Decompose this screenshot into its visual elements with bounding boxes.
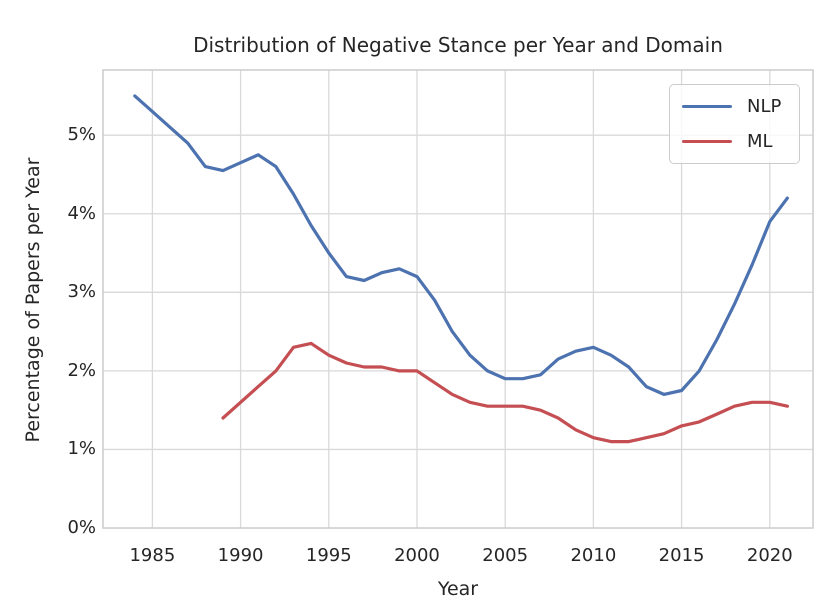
x-tick-label: 2000 bbox=[394, 545, 440, 566]
y-tick-label: 2% bbox=[67, 359, 96, 381]
nlp-line-swatch bbox=[682, 104, 732, 109]
x-tick-label: 2010 bbox=[570, 545, 617, 566]
chart-title: Distribution of Negative Stance per Year… bbox=[193, 33, 723, 57]
y-tick-label: 0% bbox=[67, 517, 96, 538]
plot-border bbox=[102, 69, 814, 529]
x-tick-label: 1995 bbox=[305, 545, 352, 566]
series-line-nlp bbox=[133, 94, 789, 396]
series-line-ml bbox=[221, 341, 789, 444]
legend-label-ml: ML bbox=[747, 131, 773, 152]
legend: NLP ML bbox=[669, 84, 800, 164]
y-tick-label: 4% bbox=[67, 202, 96, 224]
x-axis-label: Year bbox=[437, 578, 479, 600]
x-tick-label: 2015 bbox=[658, 545, 705, 566]
x-tick-label: 1985 bbox=[129, 545, 176, 566]
legend-item-ml: ML bbox=[682, 131, 787, 152]
x-tick-label: 2020 bbox=[746, 545, 793, 566]
y-tick-label: 3% bbox=[67, 281, 96, 303]
x-tick-label: 2005 bbox=[482, 545, 529, 566]
ml-line-swatch bbox=[682, 139, 732, 144]
legend-item-nlp: NLP bbox=[682, 96, 787, 117]
legend-label-nlp: NLP bbox=[747, 96, 782, 117]
x-tick-label: 1990 bbox=[217, 545, 264, 566]
y-tick-label: 1% bbox=[67, 438, 96, 460]
y-tick-label: 5% bbox=[67, 124, 96, 146]
